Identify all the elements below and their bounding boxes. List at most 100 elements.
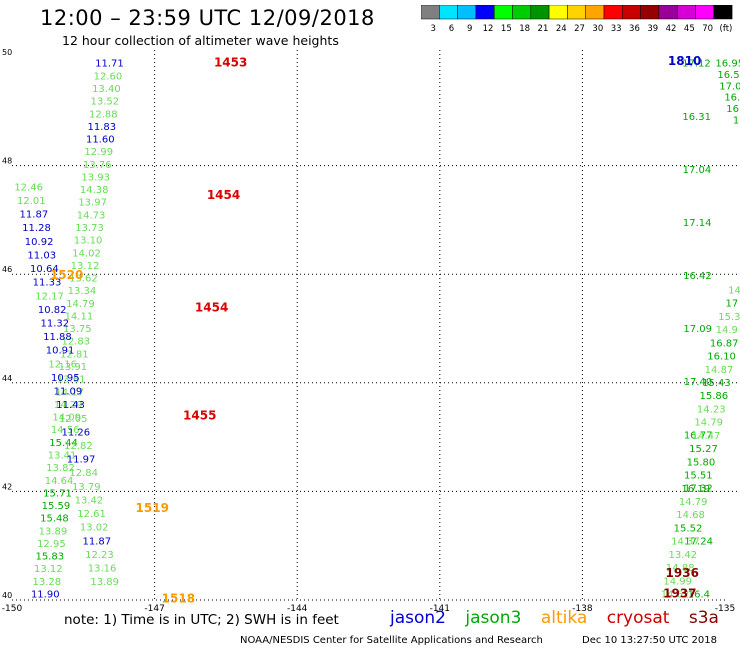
wave-height-value: 15.51 xyxy=(684,471,713,482)
y-axis-ticks: 50 48 46 44 42 40 xyxy=(2,48,12,600)
footer-timestamp: Dec 10 13:27:50 UTC 2018 xyxy=(582,635,717,646)
track-time-label: 1519 xyxy=(136,501,169,515)
color-scale-label: 18 xyxy=(519,24,530,34)
x-tick-label: -141 xyxy=(430,604,450,614)
wave-height-value: 16.19 xyxy=(681,484,710,495)
color-scale-label: 12 xyxy=(483,24,494,34)
wave-height-value: 12.61 xyxy=(77,509,106,520)
wave-height-value: 13.52 xyxy=(91,97,120,108)
wave-height-value: 17 xyxy=(726,299,739,310)
legend-jason2: jason2 xyxy=(390,608,446,628)
wave-height-value: 16.53 xyxy=(717,70,740,81)
wave-height-value: 17.04 xyxy=(683,165,712,176)
track-time-label: 1810 xyxy=(668,54,701,68)
wave-height-value: 16 xyxy=(733,115,740,126)
wave-height-value: 14.47 xyxy=(692,431,721,442)
wave-height-value: 13.73 xyxy=(75,223,104,234)
footer-credit: NOAA/NESDIS Center for Satellite Applica… xyxy=(240,635,543,646)
wave-height-value: 12.84 xyxy=(69,468,98,479)
color-scale-label: 9 xyxy=(467,24,472,34)
wave-height-value: 17.14 xyxy=(683,218,712,229)
wave-height-value: 12.17 xyxy=(35,291,64,302)
wave-height-value: 11.09 xyxy=(54,387,83,398)
wave-height-value: 14.23 xyxy=(697,404,726,415)
track-time-label: 1454 xyxy=(195,300,228,314)
y-tick-label: 40 xyxy=(2,591,12,600)
wave-height-value: 12.99 xyxy=(84,147,113,158)
wave-height-value: 16.10 xyxy=(707,352,736,363)
wave-height-value: 13.34 xyxy=(68,286,97,297)
legend-s3a: s3a xyxy=(688,608,719,628)
wave-height-value: 13.97 xyxy=(78,198,107,209)
wave-height-value: 11.88 xyxy=(43,332,72,343)
wave-height-value: 13.89 xyxy=(39,526,68,537)
wave-height-value: 14.17 xyxy=(55,387,84,398)
map-subtitle: 12 hour collection of altimeter wave hei… xyxy=(62,33,339,48)
color-scale-label: (ft) xyxy=(720,24,733,34)
legend-jason3: jason3 xyxy=(465,608,522,628)
wave-height-value: 17.09 xyxy=(683,324,712,335)
wave-height-value: 14.87 xyxy=(705,365,734,376)
color-scale-label: 70 xyxy=(702,24,713,34)
wave-height-value: 12.05 xyxy=(59,414,88,425)
wave-height-value: 14.56 xyxy=(51,425,80,436)
wave-height-value: 16.4 xyxy=(688,590,710,601)
wave-height-value: 11.32 xyxy=(41,318,70,329)
wave-height-value: 11.60 xyxy=(86,135,115,146)
wave-height-value: 13.42 xyxy=(669,550,698,561)
wave-height-value: 13.75 xyxy=(63,324,92,335)
wave-height-value: 15.86 xyxy=(700,391,729,402)
wave-height-value: 15.52 xyxy=(674,523,703,534)
x-tick-label: -138 xyxy=(572,604,593,614)
wave-height-value: 16.77 xyxy=(684,430,713,441)
legend-cryosat: cryosat xyxy=(606,608,670,628)
wave-height-value: 17.40 xyxy=(684,377,713,388)
wave-height-value: 15.44 xyxy=(49,438,78,449)
wave-height-value: 14 xyxy=(728,286,740,297)
wave-height-value: 15.59 xyxy=(42,501,71,512)
wave-height-value: 13.61 xyxy=(57,375,86,386)
wave-height-value: 10.82 xyxy=(38,305,67,316)
wave-height-value: 11.71 xyxy=(95,59,124,70)
color-scale-label: 27 xyxy=(574,24,585,34)
wave-height-value: 13.12 xyxy=(34,564,63,575)
wave-height-value: 13.28 xyxy=(32,577,61,588)
color-scale-label: 24 xyxy=(556,24,567,34)
wave-height-value: 13.82 xyxy=(46,463,75,474)
color-scale-label: 33 xyxy=(611,24,622,34)
wave-height-value: 10.95 xyxy=(51,373,80,384)
wave-height-value: 17.32 xyxy=(684,483,713,494)
color-scale-label: 39 xyxy=(647,24,658,34)
wave-height-value: 12.81 xyxy=(60,349,89,360)
x-tick-label: -144 xyxy=(287,604,308,614)
wave-height-value: 13.93 xyxy=(81,172,110,183)
wave-height-value: 14.38 xyxy=(80,185,109,196)
grid-lines xyxy=(12,50,740,601)
wave-height-value: 14.79 xyxy=(66,299,95,310)
wave-height-value: 14.68 xyxy=(676,510,705,521)
track-time-label: 1454 xyxy=(207,188,240,202)
wave-height-value: 11.87 xyxy=(83,536,112,547)
legend-altika: altika xyxy=(540,608,588,628)
wave-height-value: 13.42 xyxy=(75,495,104,506)
wave-height-value: 14.88 xyxy=(666,563,695,574)
wave-height-value: 14.9 xyxy=(716,325,738,336)
wave-height-value: 17.24 xyxy=(684,536,713,547)
wave-height-value: 11.33 xyxy=(33,278,62,289)
wave-height-value: 16.31 xyxy=(682,112,711,123)
track-time-label: 1453 xyxy=(214,56,247,70)
x-axis-ticks: -150 -147 -144 -141 -138 -135 xyxy=(2,604,735,614)
track-time-labels: 1453 1454 1454 1455 1520 1519 1518 1810 1936 1937 xyxy=(50,54,701,605)
color-scale-bar: 3 6 9 12 15 18 21 24 27 30 33 36 39 42 45 70 (ft) xyxy=(421,5,733,34)
wave-height-value: 17.12 xyxy=(682,59,711,70)
wave-height-value: 16.42 xyxy=(683,271,712,282)
wave-height-value: 12.83 xyxy=(62,337,91,348)
wave-height-value: 14.02 xyxy=(72,248,101,259)
wave-height-value: 13.79 xyxy=(72,482,101,493)
wave-height-value: 14.37 xyxy=(671,537,700,548)
wave-height-value: 16.4 xyxy=(726,104,740,115)
wave-height-value: 13.41 xyxy=(48,450,77,461)
y-tick-label: 46 xyxy=(2,265,12,274)
color-scale-label: 6 xyxy=(449,24,454,34)
y-tick-label: 50 xyxy=(2,48,12,57)
